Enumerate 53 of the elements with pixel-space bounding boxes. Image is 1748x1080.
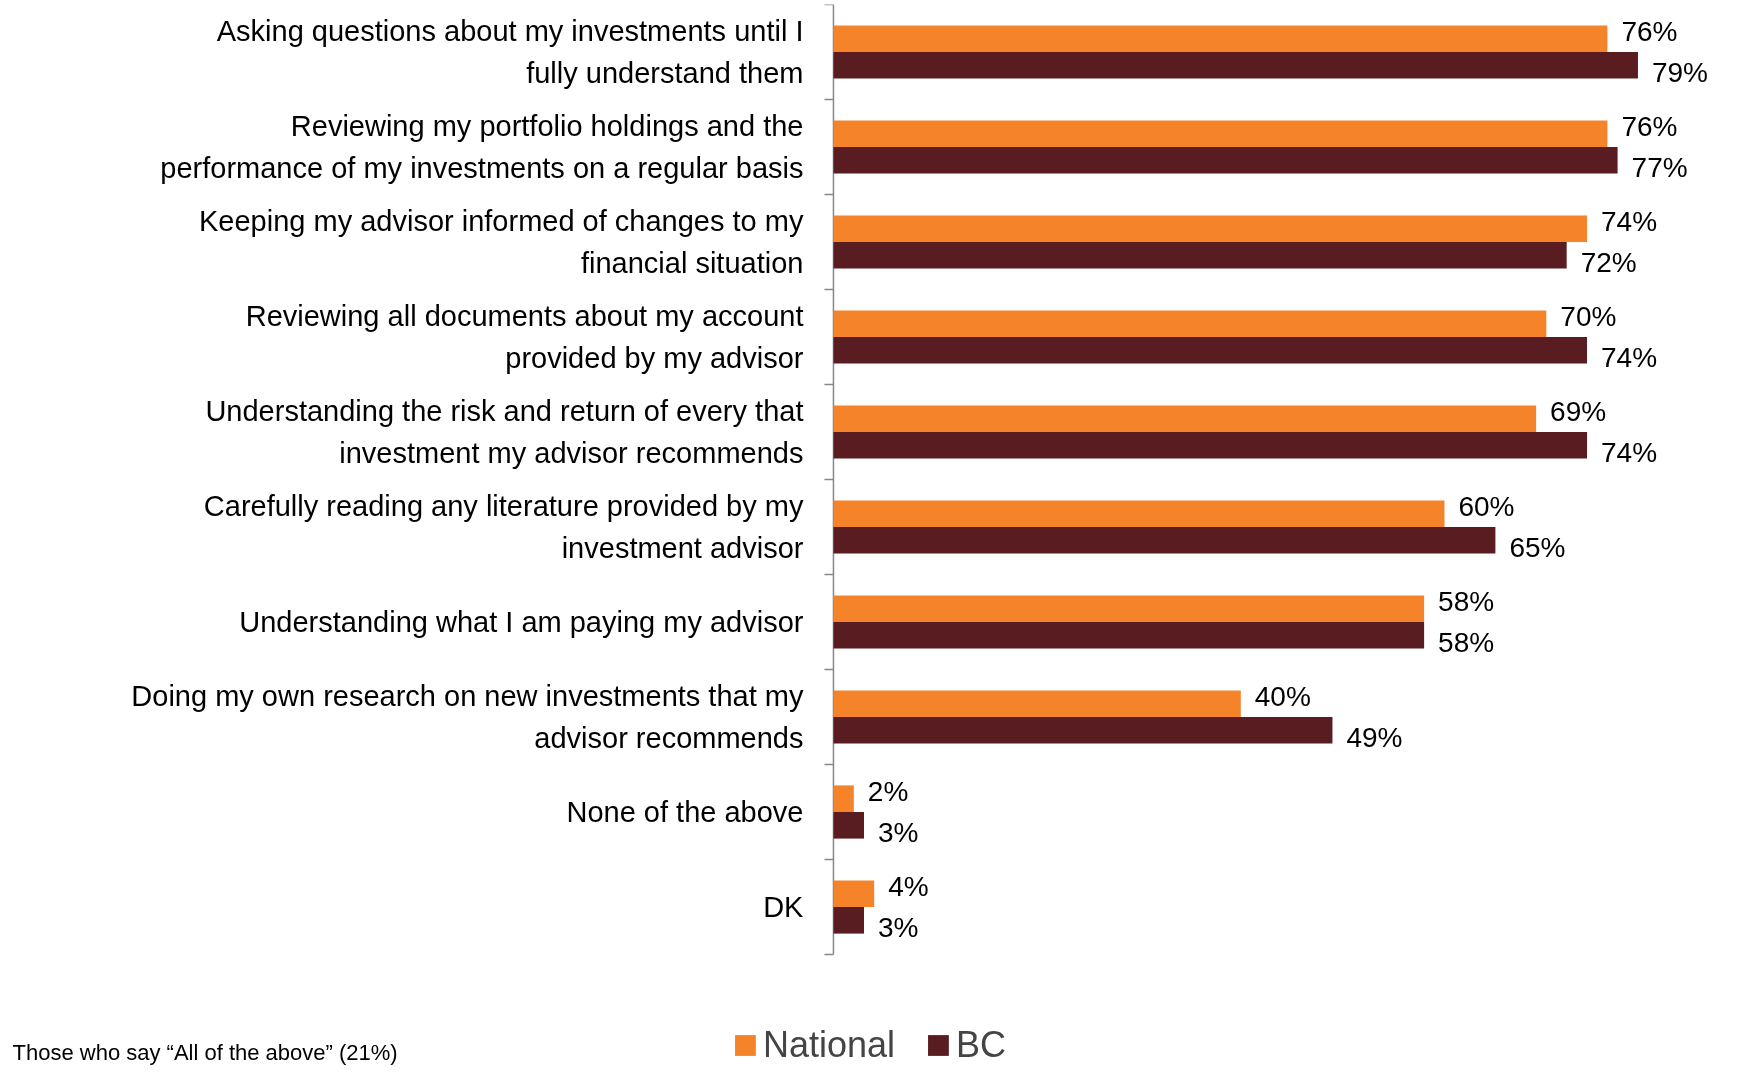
y-tick-label: Reviewing my portfolio holdings and the performance of my investments on a regular basis: [160, 110, 804, 184]
y-tick-label: Keeping my advisor informed of changes to my financial situation: [198, 205, 804, 279]
legend-label: BC: [956, 1024, 1007, 1066]
bar: [833, 25, 1608, 52]
data-label: 60%: [1458, 491, 1515, 523]
bar: [833, 622, 1425, 649]
bar: [833, 242, 1567, 269]
data-label: 3%: [878, 911, 919, 943]
data-label: 72%: [1580, 246, 1637, 278]
data-label: 49%: [1346, 721, 1403, 753]
data-label: 4%: [888, 871, 929, 903]
text: Those who say “All of the above” (21%): [12, 1039, 398, 1065]
legend-label: National: [762, 1024, 896, 1066]
bar: [833, 147, 1618, 174]
bar: [833, 310, 1547, 337]
data-label: 74%: [1601, 206, 1658, 238]
data-label: 58%: [1438, 586, 1495, 618]
y-tick-label: None of the above: [566, 796, 804, 828]
data-label: 3%: [878, 816, 919, 848]
y-tick-label: Doing my own research on new investments that my advisor recommends: [131, 680, 804, 754]
data-label: 79%: [1651, 56, 1709, 88]
y-tick-label: Understanding what I am paying my advisor: [239, 606, 804, 638]
y-tick-label: Asking questions about my investments until I fully understand them: [216, 15, 804, 89]
bar: [833, 120, 1608, 147]
bar: [833, 432, 1588, 459]
bar: [833, 52, 1638, 79]
bar: [833, 215, 1588, 242]
y-tick-label: Carefully reading any literature provided by my investment advisor: [203, 490, 804, 564]
data-label: 40%: [1254, 681, 1311, 713]
y-tick-label: Reviewing all documents about my account provided by my advisor: [245, 300, 804, 374]
bar: [833, 527, 1496, 554]
data-label: 74%: [1601, 341, 1658, 373]
data-label: 2%: [867, 776, 909, 808]
y-tick-label: DK: [763, 891, 805, 923]
bar: [833, 785, 854, 812]
bar: [833, 812, 865, 839]
data-label: 69%: [1550, 396, 1607, 428]
data-label: 76%: [1621, 111, 1678, 143]
bar: [833, 337, 1588, 364]
data-label: 77%: [1631, 151, 1688, 183]
bar: [833, 717, 1333, 744]
data-label: 70%: [1560, 301, 1617, 333]
bar: [833, 880, 875, 907]
bar: [833, 500, 1445, 527]
data-label: 65%: [1509, 531, 1566, 563]
y-tick-label: Understanding the risk and return of every that investment my advisor recommends: [205, 395, 804, 469]
data-label: 74%: [1601, 436, 1658, 468]
bar: [833, 690, 1241, 717]
bar: [833, 405, 1537, 432]
data-label: 58%: [1438, 626, 1495, 658]
bar: [833, 907, 865, 934]
bar: [833, 595, 1425, 622]
data-label: 76%: [1621, 16, 1678, 48]
